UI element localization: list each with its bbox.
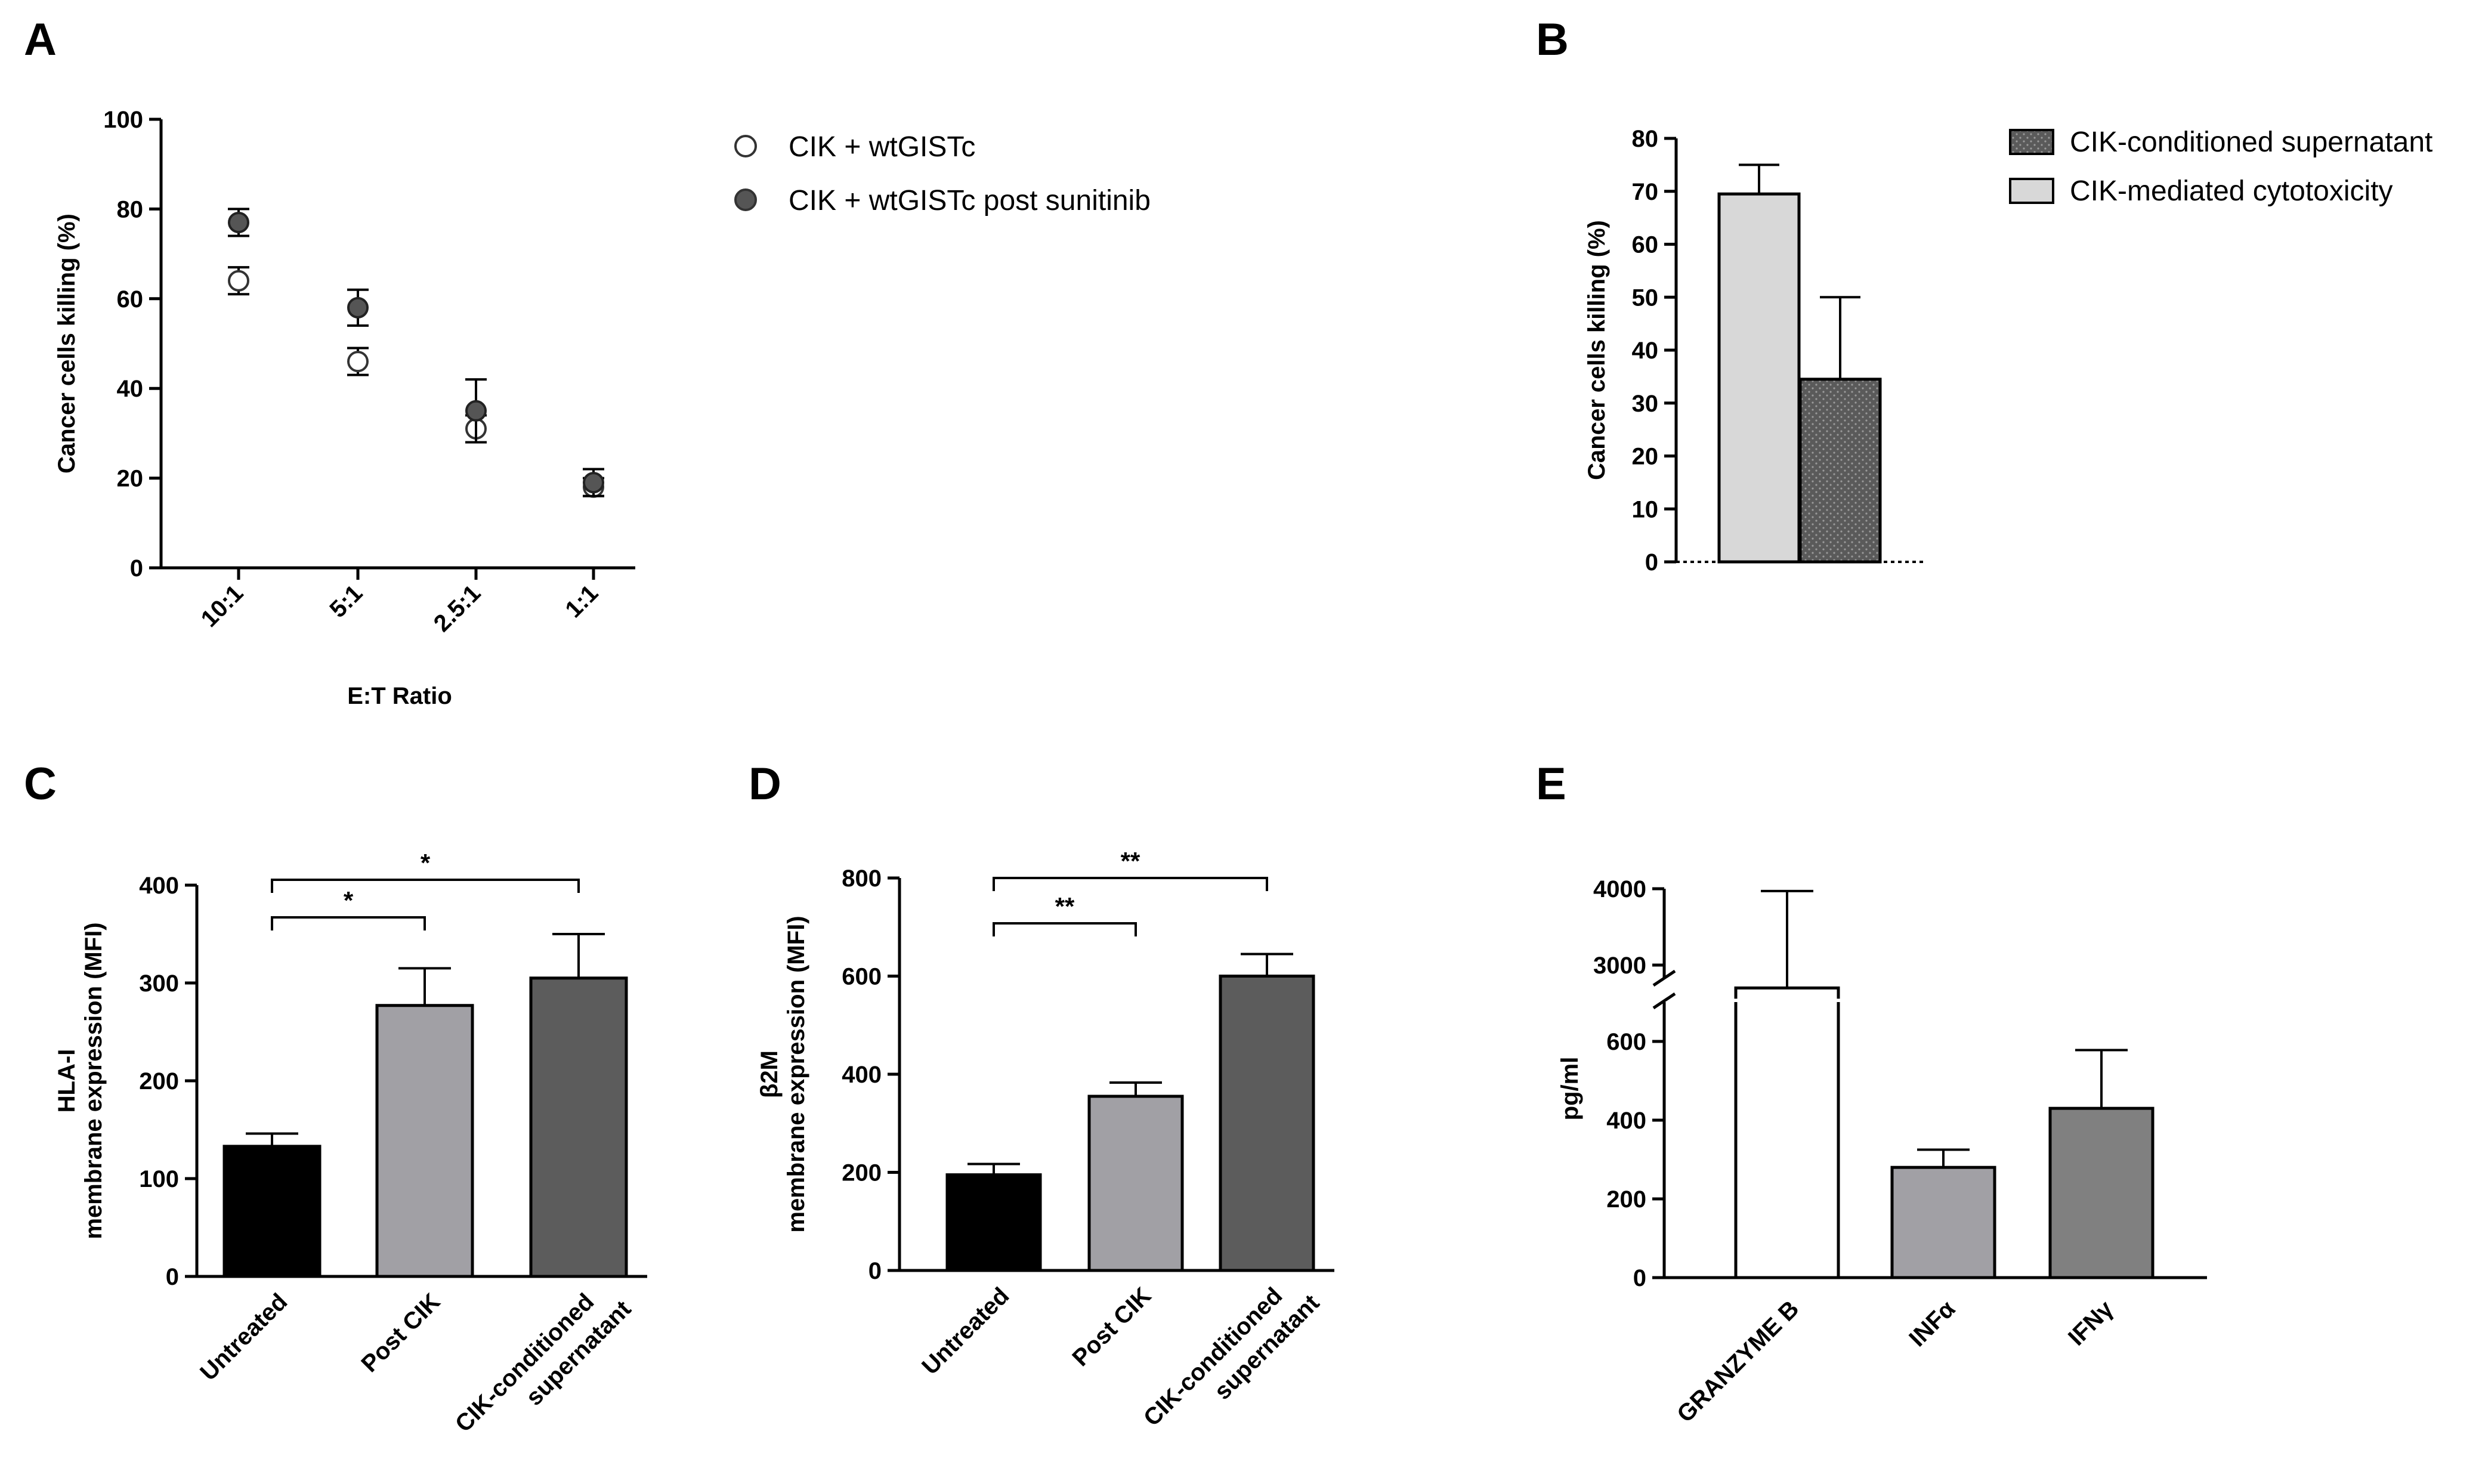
bar-ifnγ — [2048, 1106, 2155, 1279]
y-tick-label: 10 — [1632, 496, 1659, 523]
legend-swatch — [2009, 129, 2054, 155]
y-axis-label: Cancer cells killing (%) — [1584, 220, 1610, 480]
y-tick-label: 400 — [842, 1062, 882, 1088]
data-point-post-sunitinib — [347, 296, 369, 319]
y-axis-label: pg/ml — [1557, 1057, 1583, 1121]
y-tick-label: 80 — [117, 196, 144, 222]
panel-label-a: A — [24, 14, 57, 65]
legend-marker — [734, 135, 757, 157]
y-tick-label: 600 — [1606, 1029, 1646, 1055]
legend-marker — [734, 188, 757, 211]
bar-cik-conditioned-supernatant — [529, 976, 628, 1278]
x-tick-label: Untreated — [195, 1288, 292, 1386]
bar-untreated — [222, 1145, 322, 1278]
x-tick-label: GRANZYME B — [1672, 1296, 1804, 1427]
y-tick-label: 200 — [1606, 1186, 1646, 1213]
y-tick-label: 400 — [139, 873, 179, 899]
x-tick-label: 2.5:1 — [429, 580, 486, 637]
y-tick-label: 60 — [1632, 232, 1659, 258]
significance-label: ** — [1055, 892, 1075, 920]
y-tick-label: 30 — [1632, 391, 1659, 417]
panel-label-b: B — [1536, 14, 1569, 65]
y-tick-label: 40 — [1632, 338, 1659, 364]
bar-post-cik — [1087, 1095, 1184, 1272]
x-tick-label: INFα — [1904, 1296, 1960, 1352]
panel-label-e: E — [1536, 759, 1566, 809]
x-tick-label: 10:1 — [196, 580, 249, 632]
y-tick-label: 600 — [842, 964, 882, 990]
significance-label: * — [344, 886, 354, 914]
y-tick-label: 100 — [103, 107, 143, 133]
bar-infα — [1890, 1165, 1996, 1279]
y-axis-label: Cancer cells killing (%) — [54, 214, 80, 474]
x-axis-label: E:T Ratio — [347, 683, 452, 709]
y-tick-label: 70 — [1632, 179, 1659, 205]
data-point-post-sunitinib — [465, 400, 487, 422]
y-tick-label: 0 — [1633, 1265, 1646, 1291]
bar-post-cik — [375, 1004, 474, 1278]
y-tick-label: 20 — [117, 466, 144, 492]
x-tick-label: Post CIK — [1067, 1282, 1156, 1371]
panel-b-bar-chart: 0 10 20 30 40 50 60 70 80 Cancer cells killing (%… — [1584, 126, 2432, 576]
bar-cik-conditioned-supernatant — [1798, 378, 1882, 564]
panel-c-bar-chart: 0 100 200 300 400 HLA-I membrane expression (M… — [54, 849, 647, 1437]
significance-bracket — [271, 916, 426, 930]
y-tick-label: 300 — [139, 970, 179, 997]
legend-swatch — [2009, 178, 2054, 204]
axis-break-mark-top — [1652, 969, 1676, 987]
y-axis-label-line1: β2M — [756, 1050, 783, 1098]
bar-untreated — [945, 1173, 1042, 1272]
y-tick-label: 50 — [1632, 285, 1659, 311]
y-tick-label: 0 — [868, 1258, 882, 1284]
bar-cik-conditioned-supernatant — [1219, 975, 1315, 1272]
panel-label-d: D — [749, 759, 781, 809]
y-tick-label: 800 — [842, 865, 882, 892]
x-tick-label: 1:1 — [560, 580, 603, 623]
axis-break-mark-bottom — [1652, 992, 1676, 1010]
legend-label: CIK + wtGISTc post sunitinib — [789, 185, 1151, 217]
panel-a-scatter-chart: 0 20 40 60 80 100 10:1 5:1 2.5:1 1:1 E:T Ratio Canc… — [54, 107, 1151, 709]
y-axis-label-line2: membrane expression (MFI) — [783, 916, 809, 1232]
significance-label: * — [421, 849, 431, 877]
data-point-post-sunitinib — [583, 472, 604, 494]
panel-e-bar-chart: 0 200 400 600 3000 4000 pg/ml GRANZYME B INFα IFN… — [1557, 876, 2207, 1427]
x-tick-label: IFNγ — [2063, 1296, 2119, 1351]
y-tick-label: 80 — [1632, 126, 1659, 152]
bar-granzyme-b-upper — [1734, 986, 1840, 999]
x-tick-label: 5:1 — [324, 580, 367, 623]
x-tick-label: Untreated — [917, 1282, 1014, 1380]
y-tick-label: 0 — [130, 555, 143, 582]
y-tick-label: 20 — [1632, 444, 1659, 470]
legend-label: CIK + wtGISTc — [789, 131, 975, 163]
y-tick-label: 0 — [166, 1264, 179, 1290]
y-tick-label: 3000 — [1593, 953, 1646, 979]
x-tick-label: Post CIK — [356, 1288, 445, 1377]
bar-granzyme-b-lower — [1734, 1002, 1840, 1278]
y-tick-label: 400 — [1606, 1108, 1646, 1134]
significance-bracket — [993, 922, 1137, 936]
y-tick-label: 40 — [117, 376, 144, 402]
y-tick-label: 200 — [842, 1160, 882, 1186]
panel-d-bar-chart: 0 200 400 600 800 β2M membrane expression (MFI… — [756, 847, 1334, 1432]
y-axis-label-line2: membrane expression (MFI) — [81, 922, 107, 1239]
panel-label-c: C — [24, 759, 57, 809]
significance-bracket — [993, 877, 1268, 891]
bar-cik-mediated-cytotoxicity — [1717, 192, 1801, 564]
y-tick-label: 0 — [1645, 549, 1658, 576]
data-point-wtgistc — [347, 351, 369, 373]
y-tick-label: 4000 — [1593, 876, 1646, 902]
legend-label: CIK-mediated cytotoxicity — [2070, 175, 2393, 207]
data-point-post-sunitinib — [228, 211, 249, 233]
y-tick-label: 60 — [117, 286, 144, 313]
significance-label: ** — [1121, 847, 1140, 875]
legend-label: CIK-conditioned supernatant — [2070, 126, 2432, 158]
data-point-wtgistc — [228, 270, 249, 292]
significance-bracket — [271, 879, 580, 893]
y-axis-label-line1: HLA-I — [54, 1049, 80, 1113]
y-tick-label: 200 — [139, 1068, 179, 1095]
y-tick-label: 100 — [139, 1166, 179, 1192]
